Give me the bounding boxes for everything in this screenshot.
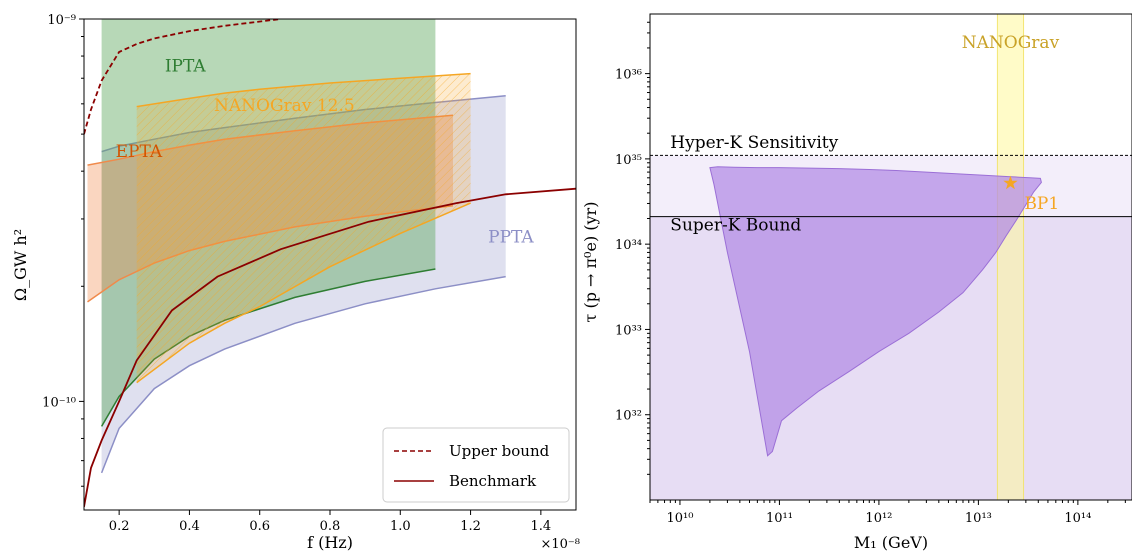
pd-x-tick-label: 10¹⁴ <box>1064 511 1091 526</box>
gw-x-axis-label: f (Hz) <box>307 533 353 552</box>
gw-legend: Upper bound Benchmark <box>382 427 570 503</box>
label-epta: EPTA <box>116 142 163 162</box>
allowed-parameter-region <box>709 166 1042 457</box>
gw-x-tick-label: 0.6 <box>249 519 270 534</box>
gw-x-tick-label: 0.2 <box>109 519 130 534</box>
gw-spectrum-chart: 0.2 0.4 0.6 0.8 1.0 1.2 1.4 10⁻¹⁰ 10⁻⁹ IPTA NANOG… <box>11 13 580 552</box>
pd-x-tick-label: 10¹⁰ <box>666 511 693 526</box>
pd-x-tick-label: 10¹¹ <box>766 511 793 526</box>
series-benchmark <box>84 187 576 507</box>
pd-y-tick-label: 10³⁴ <box>615 238 642 253</box>
pd-axes-ticks: 10¹⁰ 10¹¹ 10¹² 10¹³ 10¹⁴ 10³² 10³³ 10³⁴ 10³⁵ 10³⁶ <box>615 21 1126 526</box>
nanograv-band <box>996 14 1025 500</box>
pd-x-tick-label: 10¹² <box>865 511 892 526</box>
pd-plot-area <box>650 14 1132 500</box>
pd-y-tick-label: 10³² <box>615 409 642 424</box>
gw-x-tick-label: 1.4 <box>531 519 552 534</box>
label-nanograv-12-5: NANOGrav 12.5 <box>214 96 355 116</box>
pd-y-axis-label: τ (p → π⁰e) (yr) <box>581 202 600 323</box>
gw-x-scale-factor: ×10⁻⁸ <box>540 537 580 552</box>
super-k-bound-label: Super-K Bound <box>670 215 801 235</box>
label-ppta: PPTA <box>488 228 534 248</box>
pd-y-tick-label: 10³³ <box>615 323 642 338</box>
pd-x-tick-label: 10¹³ <box>965 511 992 526</box>
gw-y-tick-label: 10⁻⁹ <box>47 13 76 28</box>
gw-y-axis-label: Ω_GW h² <box>11 229 30 301</box>
band-nanograv-12-5-lower-edge <box>136 202 471 384</box>
band-nanograv-12-5-upper-edge <box>136 72 471 108</box>
legend-upper-bound-label: Upper bound <box>449 442 550 460</box>
bp1-star-marker <box>1003 175 1018 190</box>
gw-x-tick-label: 0.4 <box>179 519 200 534</box>
proton-decay-chart: 10¹⁰ 10¹¹ 10¹² 10¹³ 10¹⁴ 10³² 10³³ 10³⁴ 10³⁵ 10³⁶… <box>581 13 1132 552</box>
hyper-k-sensitivity-label: Hyper-K Sensitivity <box>670 133 838 153</box>
gw-axes-ticks: 0.2 0.4 0.6 0.8 1.0 1.2 1.4 10⁻¹⁰ 10⁻⁹ <box>42 13 551 534</box>
series-upper-bound <box>84 19 281 135</box>
pd-annotations: Hyper-K Sensitivity Super-K Bound NANOGrav… <box>670 33 1059 235</box>
gw-band-labels: IPTA NANOGrav 12.5 EPTA PPTA <box>116 56 535 247</box>
gw-plot-area <box>84 19 576 507</box>
bp1-label: BP1 <box>1024 194 1059 214</box>
band-nanograv-12-5-hatch <box>136 73 471 383</box>
gw-x-tick-label: 1.2 <box>460 519 481 534</box>
legend-benchmark-label: Benchmark <box>449 472 537 490</box>
pd-y-tick-label: 10³⁵ <box>615 153 642 168</box>
pd-y-tick-label: 10³⁶ <box>615 68 642 83</box>
nanograv-label: NANOGrav <box>962 33 1060 53</box>
gw-x-tick-label: 1.0 <box>390 519 411 534</box>
label-ipta: IPTA <box>165 56 207 76</box>
gw-x-tick-label: 0.8 <box>320 519 341 534</box>
pd-x-axis-label: M₁ (GeV) <box>854 533 928 552</box>
gw-y-tick-label: 10⁻¹⁰ <box>42 395 76 410</box>
band-ppta-lower-edge <box>100 275 506 474</box>
